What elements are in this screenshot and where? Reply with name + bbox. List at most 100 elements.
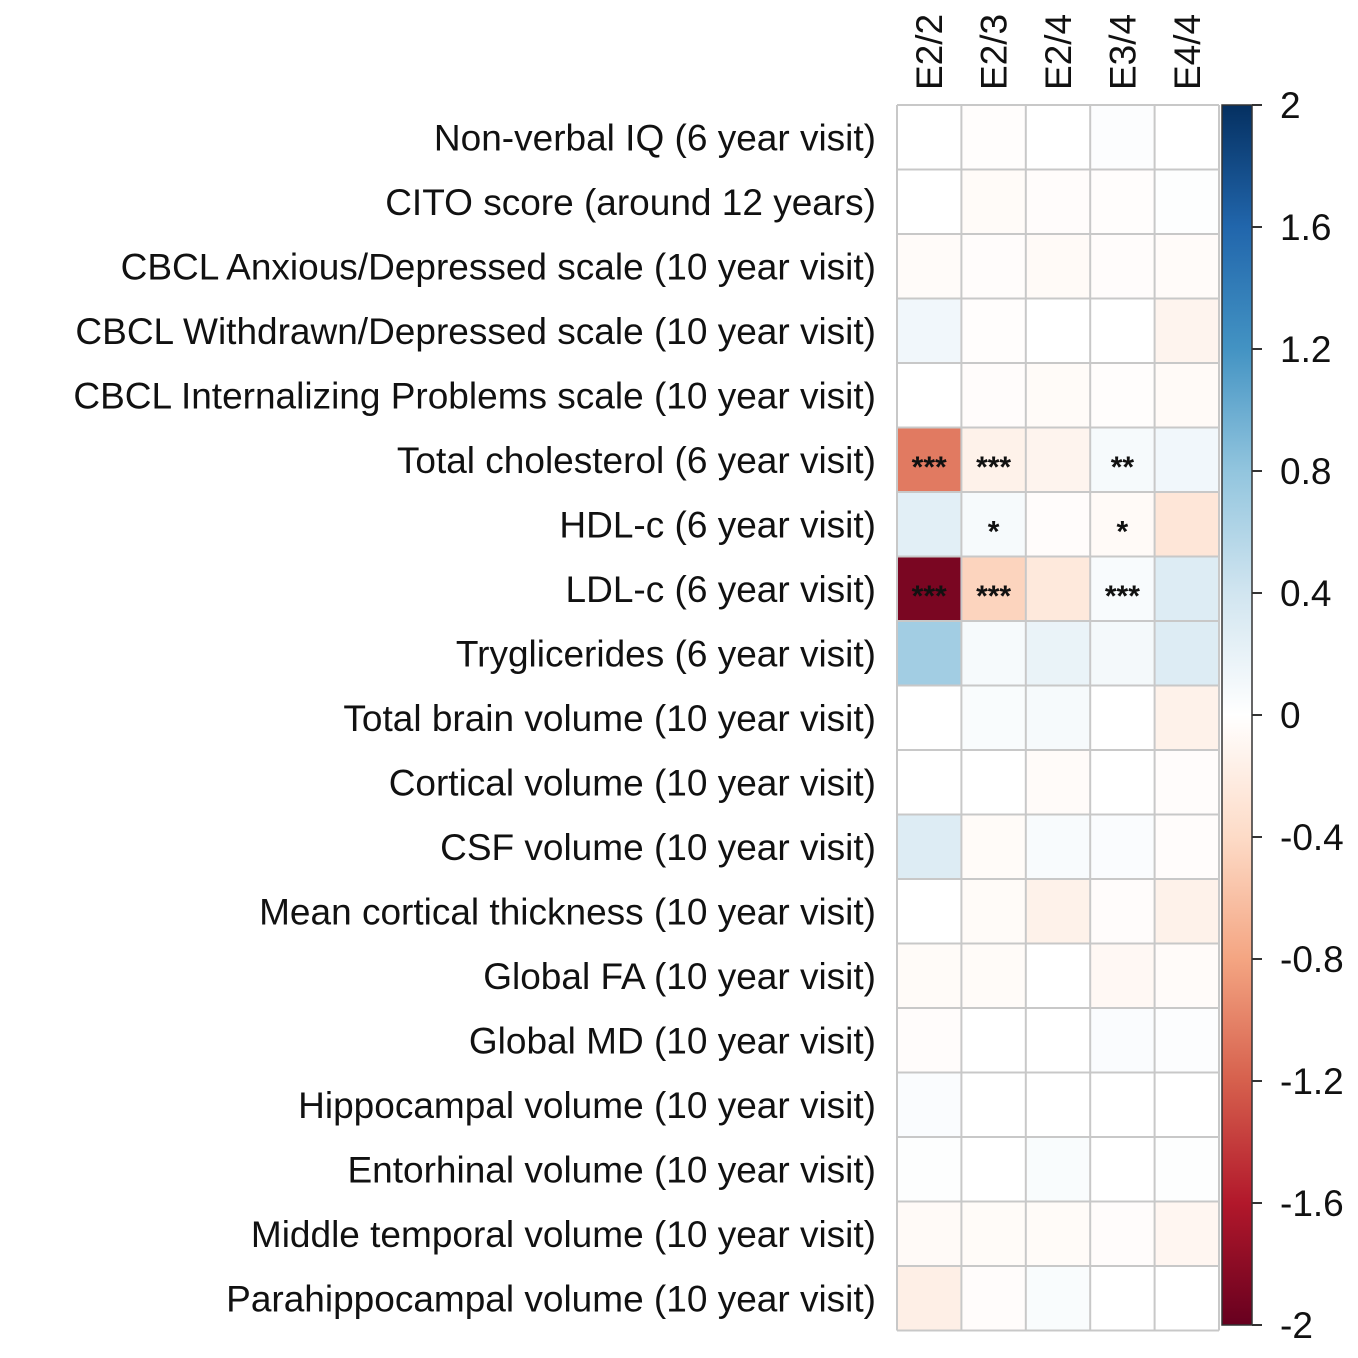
heatmap-cell <box>1154 1266 1219 1331</box>
heatmap-cell <box>1090 556 1155 621</box>
heatmap-cell <box>1154 685 1219 750</box>
heatmap-cells <box>897 105 1219 1331</box>
heatmap-cell <box>1090 363 1155 428</box>
heatmap-cell <box>961 943 1026 1008</box>
row-label: Hippocampal volume (10 year visit) <box>298 1085 876 1126</box>
row-label: Total cholesterol (6 year visit) <box>397 440 876 481</box>
row-label: Middle temporal volume (10 year visit) <box>251 1214 876 1255</box>
row-label: CITO score (around 12 years) <box>385 182 876 223</box>
heatmap-cell <box>1090 1266 1155 1331</box>
heatmap-cell <box>897 685 962 750</box>
heatmap-cell <box>897 234 962 299</box>
heatmap-cell <box>897 492 962 557</box>
colorbar-tick-label: 0 <box>1280 695 1301 736</box>
heatmap-cell <box>961 1008 1026 1073</box>
heatmap-cell <box>1025 750 1091 815</box>
heatmap-cell <box>1025 1266 1091 1331</box>
column-label: E2/4 <box>1038 14 1079 90</box>
significance-marker: *** <box>976 451 1011 484</box>
heatmap-cell <box>1154 1201 1219 1266</box>
heatmap-cell <box>897 1137 962 1202</box>
column-label: E4/4 <box>1167 14 1208 90</box>
heatmap-cell <box>1090 814 1155 879</box>
heatmap-cell <box>1025 814 1091 879</box>
heatmap-cell <box>961 427 1026 492</box>
heatmap-cell <box>961 1266 1026 1331</box>
heatmap-cell <box>897 621 962 686</box>
heatmap-cell <box>1025 363 1091 428</box>
heatmap-cell <box>1025 1008 1091 1073</box>
row-label: CBCL Anxious/Depressed scale (10 year vi… <box>121 246 876 287</box>
heatmap-cell <box>897 298 962 363</box>
heatmap-cell <box>961 169 1026 234</box>
heatmap-cell <box>1154 234 1219 299</box>
heatmap-cell <box>1154 363 1219 428</box>
heatmap-cell <box>897 556 962 621</box>
heatmap-cell <box>897 1008 962 1073</box>
heatmap-cell <box>1090 750 1155 815</box>
heatmap-cell <box>1025 105 1091 170</box>
heatmap-cell <box>897 105 962 170</box>
row-label: Non-verbal IQ (6 year visit) <box>434 117 876 158</box>
heatmap-cell <box>1025 879 1091 944</box>
heatmap-cell <box>961 105 1026 170</box>
significance-marker: *** <box>912 580 947 613</box>
heatmap-cell <box>1090 943 1155 1008</box>
heatmap-cell <box>1090 1137 1155 1202</box>
heatmap-cell <box>897 814 962 879</box>
heatmap-cell <box>1025 169 1091 234</box>
significance-marker: *** <box>1105 580 1140 613</box>
row-labels: Non-verbal IQ (6 year visit) CITO score (… <box>73 117 876 1319</box>
heatmap-cell <box>1025 1072 1091 1137</box>
heatmap-cell <box>1025 685 1091 750</box>
heatmap-cell <box>1154 169 1219 234</box>
heatmap-grid <box>896 104 1220 1332</box>
row-label: CBCL Internalizing Problems scale (10 ye… <box>73 375 876 416</box>
heatmap-cell <box>961 234 1026 299</box>
heatmap-cell <box>1025 556 1091 621</box>
row-label: Mean cortical thickness (10 year visit) <box>259 891 876 932</box>
heatmap-cell <box>1154 556 1219 621</box>
row-label: Cortical volume (10 year visit) <box>389 762 876 803</box>
heatmap-cell <box>961 879 1026 944</box>
heatmap-cell <box>1090 621 1155 686</box>
heatmap-cell <box>1090 492 1155 557</box>
colorbar-tick-label: 1.2 <box>1280 329 1331 370</box>
heatmap-cell <box>961 685 1026 750</box>
heatmap-cell <box>1154 1137 1219 1202</box>
heatmap-cell <box>1090 1072 1155 1137</box>
heatmap-cell <box>1154 814 1219 879</box>
colorbar: 2 1.6 1.2 0.8 0.4 0 -0.4 -0.8 -1.2 -1.6 -2 <box>1221 85 1344 1346</box>
heatmap-cell <box>1025 1137 1091 1202</box>
heatmap-cell <box>897 1072 962 1137</box>
significance-marker: ** <box>1111 451 1135 484</box>
colorbar-gradient <box>1221 104 1253 1326</box>
column-labels: E2/2 E2/3 E2/4 E3/4 E4/4 <box>909 14 1208 90</box>
heatmap-cell <box>1025 427 1091 492</box>
row-label: Tryglicerides (6 year visit) <box>456 633 876 674</box>
heatmap-cell <box>961 492 1026 557</box>
colorbar-tick-label: -0.4 <box>1280 817 1344 858</box>
heatmap-cell <box>897 1266 962 1331</box>
heatmap-cell <box>897 169 962 234</box>
row-label: CBCL Withdrawn/Depressed scale (10 year … <box>75 311 876 352</box>
heatmap-cell <box>1154 492 1219 557</box>
heatmap-cell <box>961 1137 1026 1202</box>
heatmap-cell <box>1090 685 1155 750</box>
heatmap-cell <box>1154 105 1219 170</box>
column-label: E2/2 <box>909 14 950 90</box>
heatmap-cell <box>1025 234 1091 299</box>
heatmap-cell <box>1154 1008 1219 1073</box>
heatmap-cell <box>1025 621 1091 686</box>
heatmap-cell <box>961 750 1026 815</box>
column-label: E2/3 <box>974 14 1015 90</box>
heatmap-cell <box>1090 298 1155 363</box>
heatmap-cell <box>1090 234 1155 299</box>
heatmap-cell <box>1090 105 1155 170</box>
heatmap-cell <box>1025 943 1091 1008</box>
row-label: Parahippocampal volume (10 year visit) <box>226 1278 876 1319</box>
heatmap-cell <box>1154 621 1219 686</box>
row-label: Global MD (10 year visit) <box>469 1020 876 1061</box>
significance-markers: *** *** *** **** *** *** <box>912 451 1141 613</box>
